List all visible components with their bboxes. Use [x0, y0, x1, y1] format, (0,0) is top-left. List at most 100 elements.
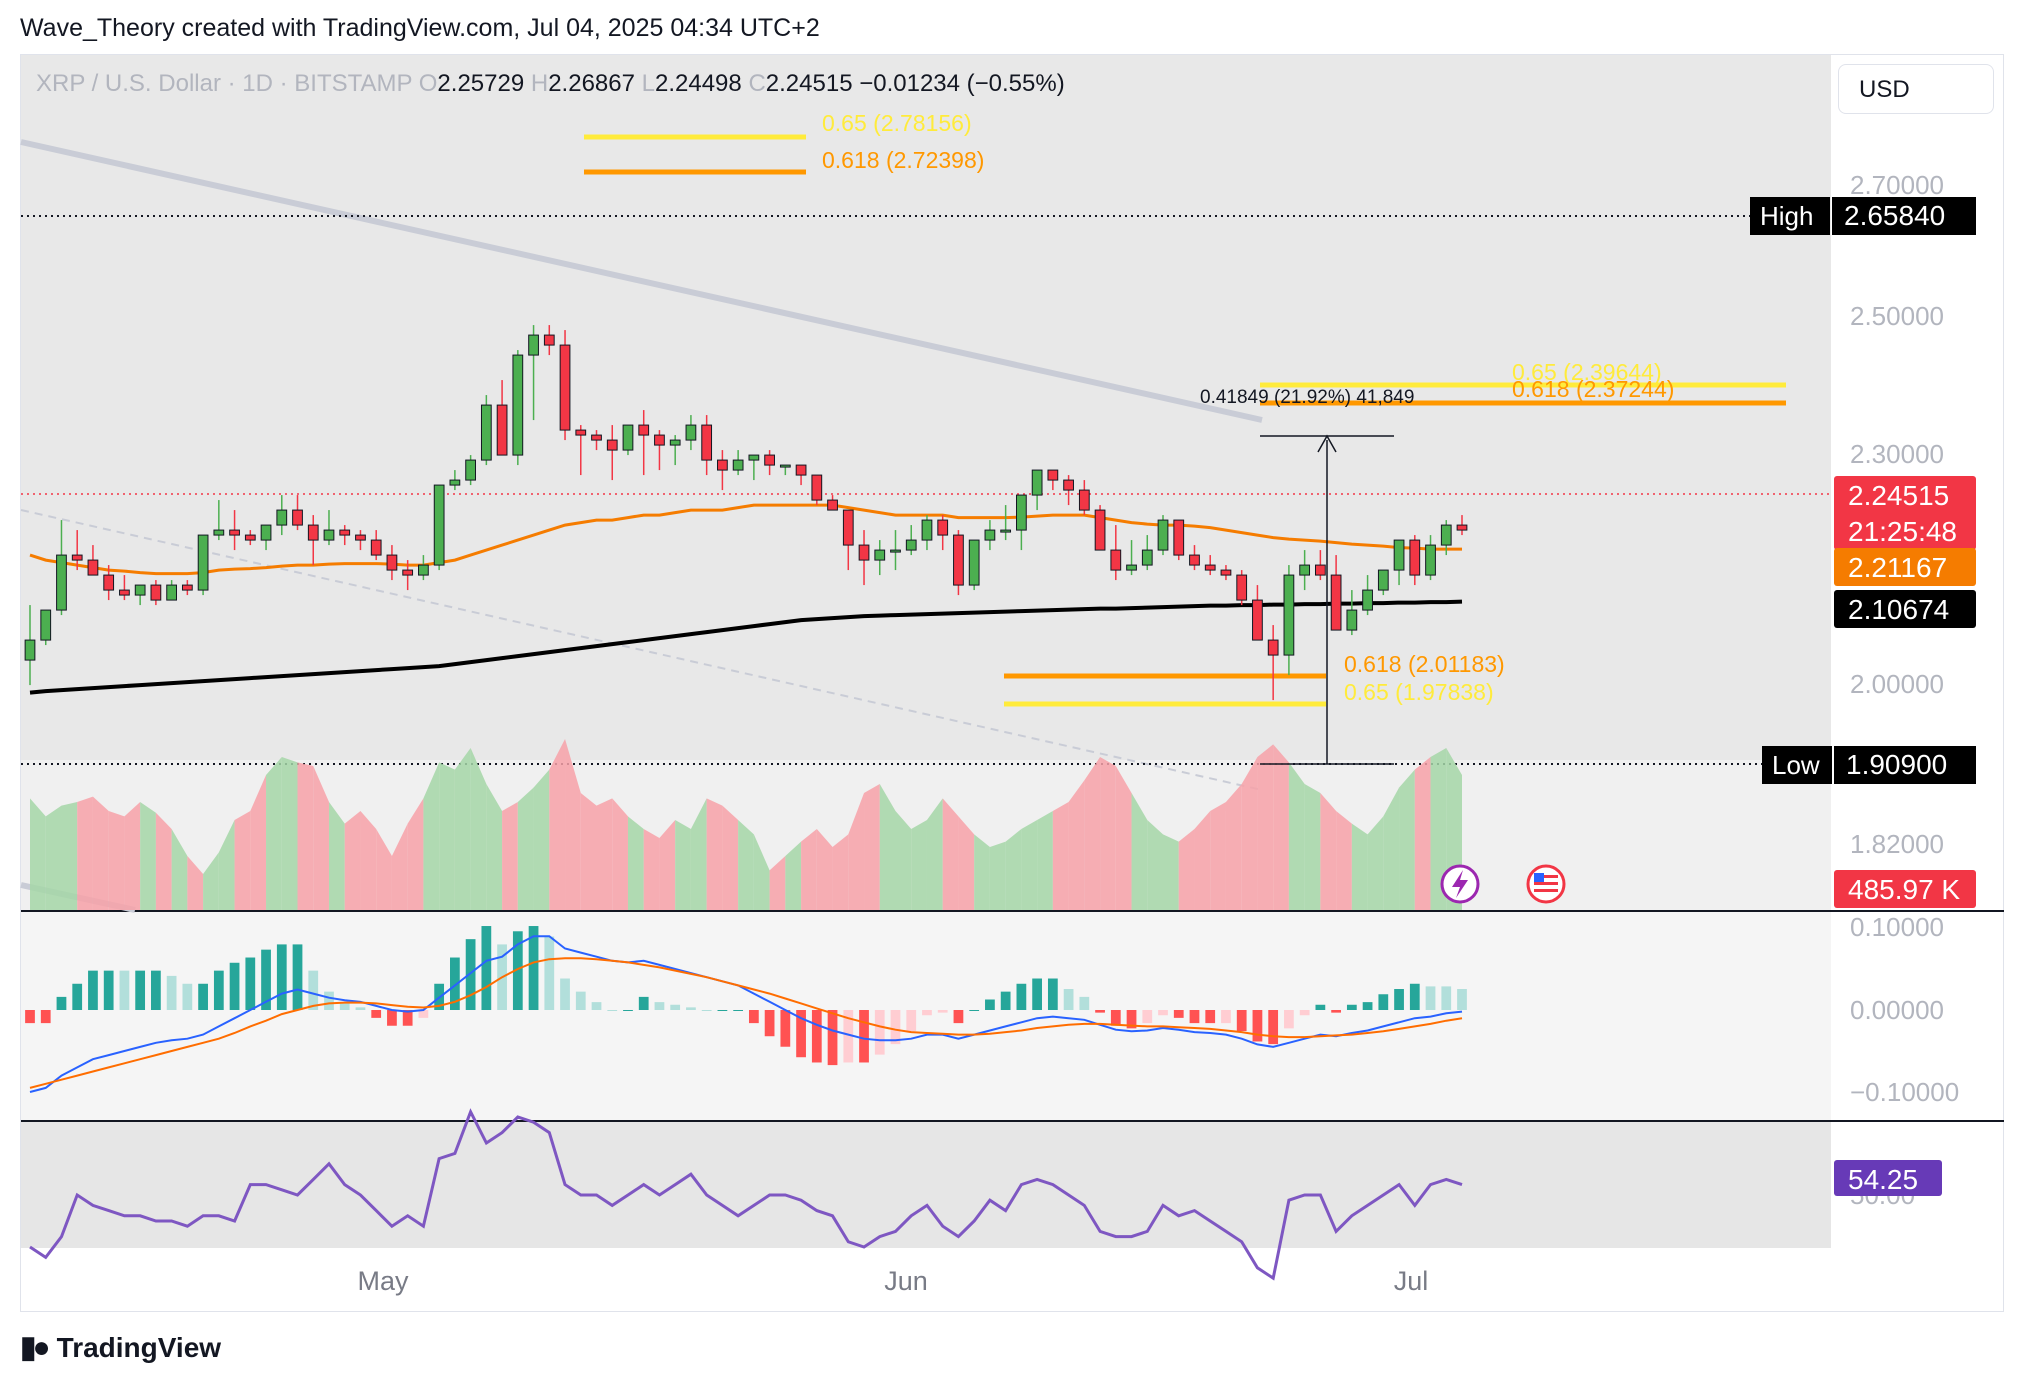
low-value: 2.24498 [655, 70, 742, 97]
volume-area [517, 787, 534, 910]
candle-body [1031, 469, 1043, 496]
time-axis[interactable]: May Jun Jul [357, 1266, 1428, 1296]
dashed-trendline[interactable] [20, 509, 1263, 791]
volume-area [140, 802, 156, 910]
currency-button[interactable]: USD [1838, 64, 1994, 114]
volume-area [1052, 802, 1069, 910]
macd-histogram-bar [701, 1010, 712, 1011]
volume-area [1210, 802, 1226, 910]
volume-area [281, 757, 298, 910]
macd-histogram-bar [119, 970, 130, 1010]
macd-histogram-bar [1047, 978, 1058, 1010]
volume-area [266, 757, 282, 910]
macd-histogram-bar [512, 931, 523, 1010]
candle-body [905, 539, 917, 551]
volume-area [1163, 834, 1179, 910]
volume-area [502, 802, 518, 910]
resistance-trendline[interactable] [20, 139, 1263, 423]
macd-histogram-bar [229, 962, 240, 1010]
fibonacci-levels[interactable]: 0.65 (2.78156) 0.618 (2.72398) 0.65 (2.396… [584, 110, 1786, 707]
scale-value-box [1832, 197, 1976, 235]
price-axis[interactable]: 2.70000 2.50000 2.30000 2.00000 1.82000 0.100… [1850, 170, 1959, 1210]
candle-body [276, 509, 288, 526]
candle-body [402, 569, 414, 576]
candle-body [764, 454, 775, 466]
candle-body [717, 459, 728, 471]
candle-body [449, 479, 461, 486]
symbol-ohlc-bar: XRP / U.S. Dollar · 1D · BITSTAMP O2.257… [36, 70, 1065, 98]
volume-area [297, 762, 314, 910]
measure-tool[interactable]: 0.41849 (21.92%) 41,849 [1200, 387, 1414, 765]
macd-histogram-bar [245, 957, 256, 1010]
tradingview-logo-icon: ▮● [20, 1331, 51, 1364]
volume-area [926, 798, 943, 910]
volume-area [738, 820, 754, 910]
volume-area [108, 811, 125, 910]
high-label: H [530, 70, 549, 97]
fib-level-label: 0.618 (2.37244) [1512, 376, 1674, 402]
volume-area [1241, 757, 1258, 910]
volume-area [1383, 787, 1400, 910]
candle-body [559, 344, 571, 431]
candle-body [685, 424, 697, 441]
macd-histogram-bar [843, 1010, 854, 1063]
volume-area [549, 739, 566, 910]
chart-frame[interactable] [20, 54, 2004, 1312]
volume-area [1257, 744, 1274, 910]
volume-histogram [30, 739, 1462, 910]
candle-body [1094, 509, 1106, 551]
candle-body [323, 529, 335, 541]
candle-body [197, 534, 209, 591]
macd-histogram-bar [953, 1010, 964, 1024]
volume-area [470, 748, 487, 910]
candle-body [370, 539, 382, 556]
macd-histogram-bar [166, 975, 177, 1010]
candle-body [512, 354, 524, 456]
candle-body [1063, 479, 1074, 491]
lightning-event-icon[interactable] [1440, 864, 1480, 904]
volume-area [1399, 769, 1415, 910]
symbol-name[interactable]: XRP / U.S. Dollar · 1D · BITSTAMP [36, 70, 413, 97]
candle-body [71, 554, 83, 561]
macd-histogram-bar [1142, 1010, 1153, 1024]
volume-area [565, 739, 581, 910]
macd-histogram-bar [56, 996, 67, 1010]
scale-value-text: 485.97 K [1848, 874, 1960, 905]
scale-value-text: 1.90900 [1846, 749, 1947, 780]
scale-label-tag [1762, 746, 1832, 784]
candle-body [1393, 539, 1405, 571]
volume-area [1131, 793, 1148, 910]
macd-histogram-bar [922, 1010, 932, 1016]
macd-histogram-bar [135, 970, 146, 1010]
volume-area [250, 775, 267, 910]
countdown-text: 21:25:48 [1848, 516, 1957, 547]
volume-area [895, 811, 912, 910]
volume-area [911, 820, 927, 910]
macd-histogram-bar [560, 978, 570, 1010]
candle-body [40, 609, 52, 641]
candle-body [1362, 589, 1373, 611]
volume-area [1225, 784, 1242, 910]
candlesticks[interactable] [24, 325, 1468, 701]
macd-pane-background [21, 912, 1831, 1120]
macd-histogram-bar [748, 1010, 759, 1024]
candle-body [87, 559, 99, 576]
volume-area [407, 798, 424, 910]
macd-histogram-bar [1315, 1004, 1326, 1010]
volume-area [234, 811, 251, 910]
volume-area [1037, 811, 1053, 910]
candle-body [1078, 489, 1090, 511]
volume-area [1288, 762, 1305, 910]
macd-histogram-bar [465, 939, 476, 1010]
us-flag-icon[interactable] [1526, 864, 1566, 904]
macd-line [29, 935, 1463, 1093]
macd-histogram-bar [764, 1010, 775, 1037]
chart-caption: Wave_Theory created with TradingView.com… [20, 14, 820, 42]
tradingview-logo[interactable]: ▮● TradingView [20, 1330, 221, 1365]
volume-area [769, 856, 786, 910]
candle-body [968, 539, 980, 586]
volume-area [486, 784, 503, 910]
volume-area [533, 769, 550, 910]
scale-value-box [1834, 548, 1976, 586]
